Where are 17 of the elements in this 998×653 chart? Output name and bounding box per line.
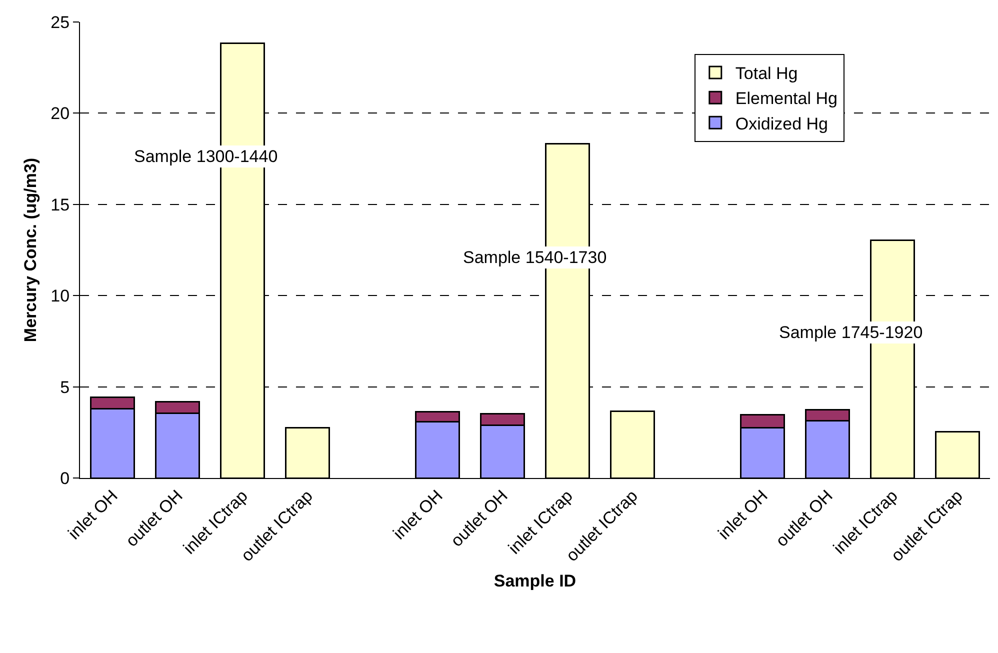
annotation: Sample 1745-1920 (779, 323, 923, 342)
x-tick-label: inlet OH (389, 486, 446, 544)
y-tick-label: 5 (60, 378, 70, 397)
y-tick-label: 25 (50, 12, 70, 32)
annotation: Sample 1300-1440 (134, 147, 278, 166)
x-axis-title: Sample ID (494, 572, 576, 591)
y-tick-label: 20 (50, 104, 70, 124)
y-tick-label: 10 (50, 286, 70, 306)
y-tick-label: 0 (60, 468, 70, 488)
y-axis-title: Mercury Conc. (ug/m3) (21, 158, 40, 342)
x-tick-label: inlet OH (714, 486, 772, 544)
legend-label: Elemental Hg (735, 89, 838, 108)
legend-label: Total Hg (735, 64, 798, 84)
annotation: Sample 1540-1730 (463, 248, 607, 267)
x-tick-label: inlet OH (64, 486, 122, 544)
legend-label: Oxidized Hg (735, 114, 828, 134)
y-tick-label: 15 (50, 195, 70, 214)
